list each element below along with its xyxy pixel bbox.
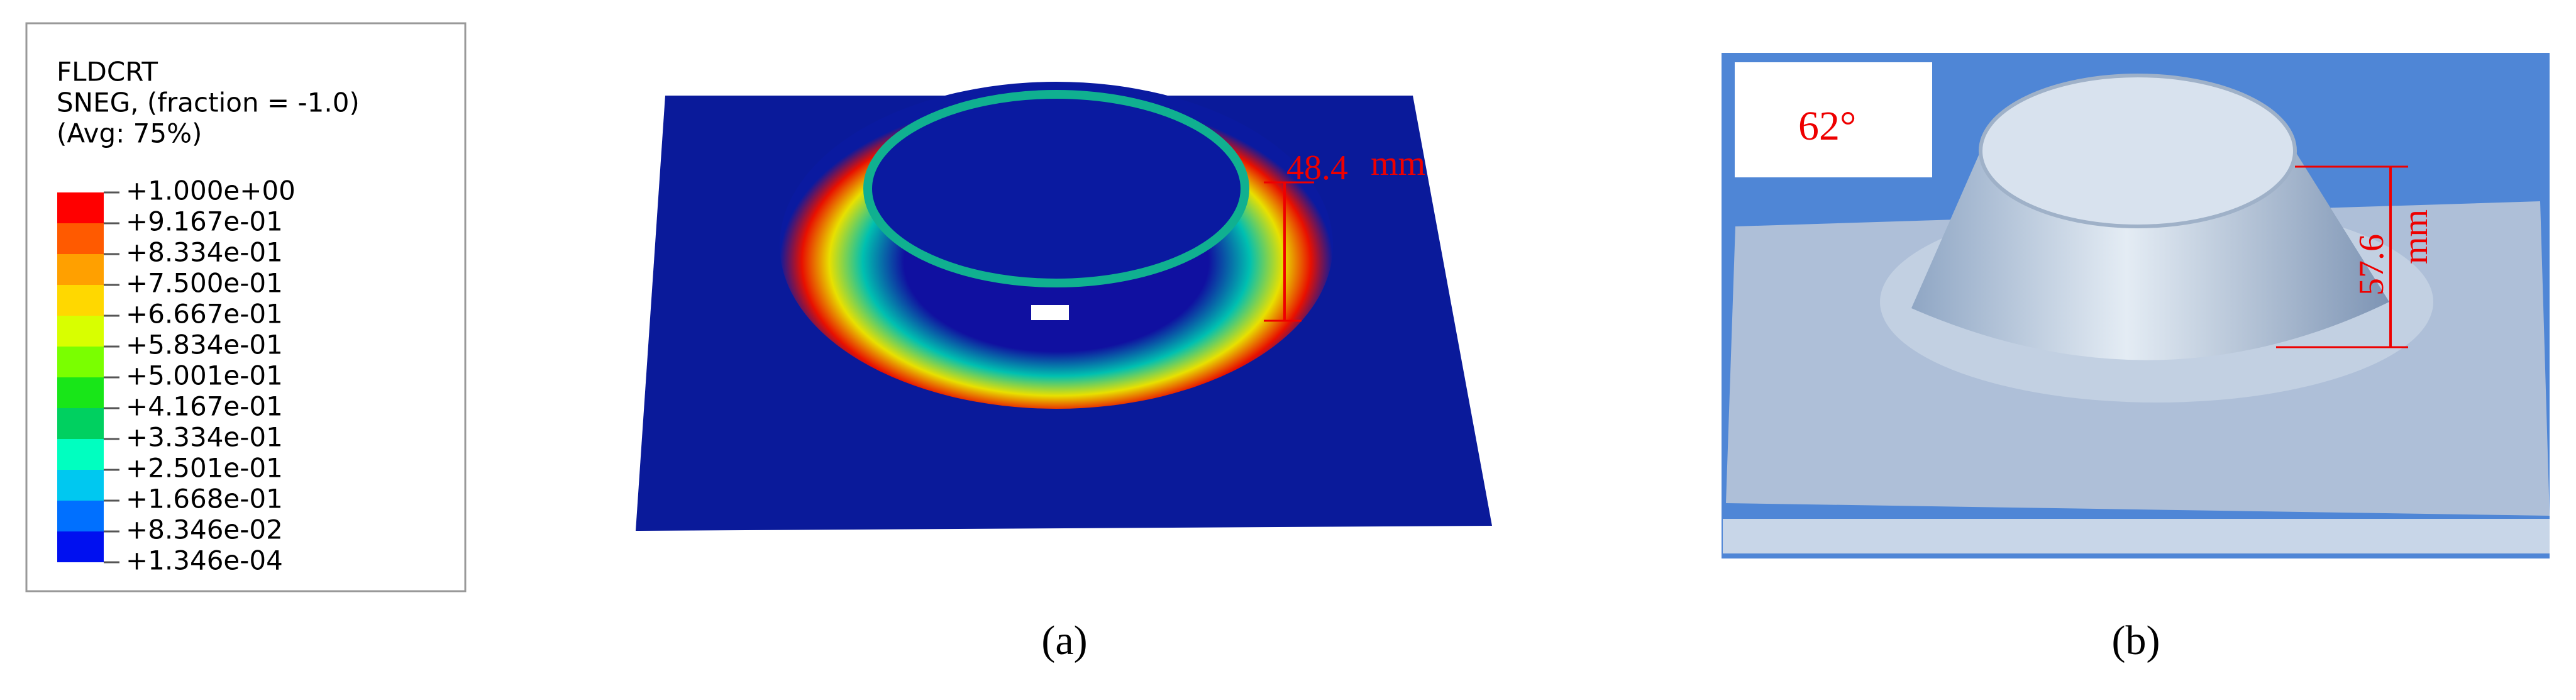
legend-level: +4.167e-01 <box>126 391 283 422</box>
legend-level: +2.501e-01 <box>126 453 283 484</box>
legend-level: +3.334e-01 <box>126 422 283 453</box>
height-value: 57.6 <box>2352 234 2391 296</box>
legend-swatch <box>57 501 104 531</box>
legend-level: +8.334e-01 <box>126 237 283 268</box>
panel-label: (a) <box>1041 618 1087 664</box>
legend-swatch <box>57 347 104 377</box>
legend-swatch <box>57 223 104 254</box>
ruler <box>1723 519 2550 553</box>
height-unit: mm <box>2396 209 2435 264</box>
legend-swatch <box>57 285 104 316</box>
height-unit: mm <box>1371 144 1425 183</box>
legend-swatch <box>57 377 104 408</box>
legend-level: +1.000e+00 <box>126 175 296 206</box>
dome-top <box>863 90 1249 287</box>
angle-box <box>1735 62 1932 177</box>
panel-label: (b) <box>2112 618 2160 664</box>
legend-level: +6.667e-01 <box>126 299 283 330</box>
legend-swatch <box>57 408 104 439</box>
legend-swatch <box>57 531 104 562</box>
legend-swatch <box>57 470 104 501</box>
legend-level: +1.668e-01 <box>126 484 283 514</box>
legend-title: (Avg: 75%) <box>57 118 202 149</box>
legend-level: +5.001e-01 <box>126 360 283 391</box>
legend-level: +5.834e-01 <box>126 330 283 360</box>
legend-swatch <box>57 316 104 347</box>
legend-level: +7.500e-01 <box>126 268 283 299</box>
legend-level: +8.346e-02 <box>126 514 283 545</box>
legend-title: FLDCRT <box>57 57 158 87</box>
height-value: 48.4 <box>1286 148 1348 187</box>
legend-swatch <box>57 439 104 470</box>
hole <box>1031 305 1069 320</box>
legend-level: +1.346e-04 <box>126 545 283 576</box>
angle-label: 62° <box>1798 103 1856 149</box>
dome-top <box>1979 74 2297 228</box>
legend-swatch <box>57 254 104 285</box>
legend-swatch <box>57 192 104 223</box>
legend-title: SNEG, (fraction = -1.0) <box>57 87 360 118</box>
legend-level: +9.167e-01 <box>126 206 283 237</box>
